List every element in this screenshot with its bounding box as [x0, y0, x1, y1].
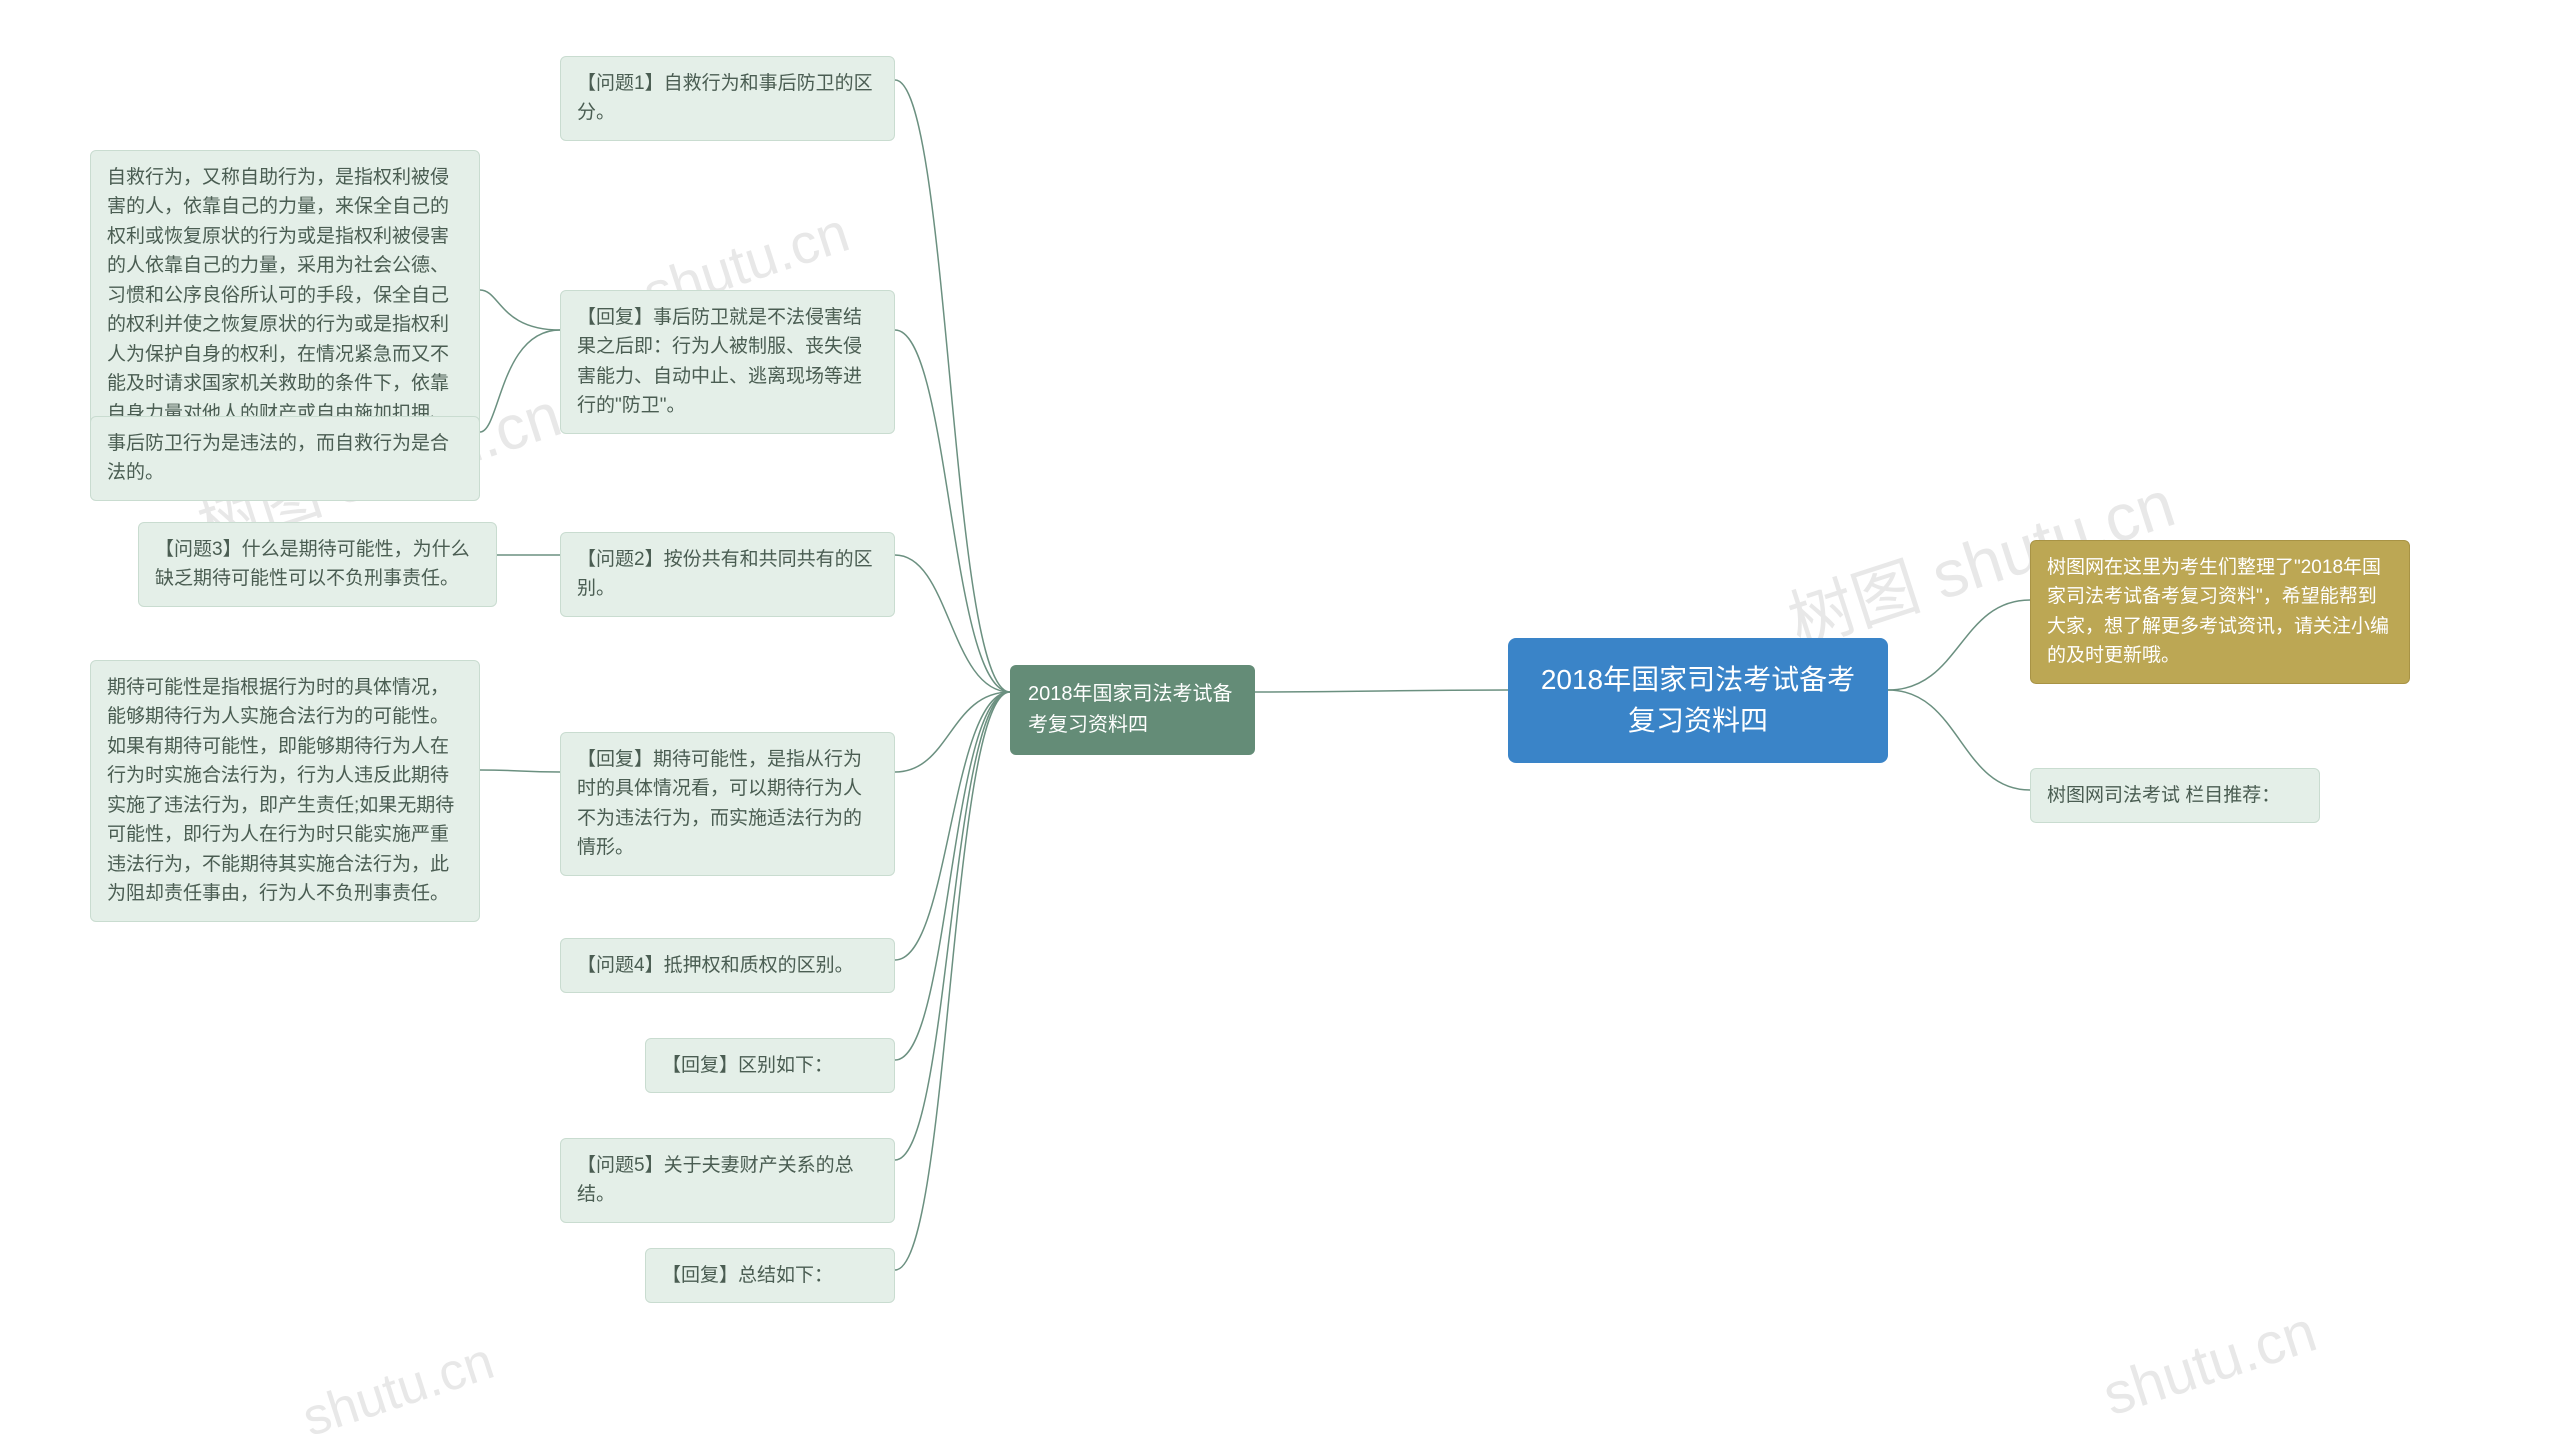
q1-text: 【问题1】自救行为和事后防卫的区分。 — [577, 73, 873, 123]
reply4-node: 【回复】区别如下： — [645, 1038, 895, 1093]
reply5-text: 【回复】总结如下： — [662, 1265, 833, 1286]
root-title: 2018年国家司法考试备考复习资料四 — [1541, 664, 1855, 736]
section-node: 2018年国家司法考试备考复习资料四 — [1010, 665, 1255, 755]
reply1-text: 【回复】事后防卫就是不法侵害结果之后即：行为人被制服、丧失侵害能力、自动中止、逃… — [577, 307, 862, 416]
reply3-text: 【回复】期待可能性，是指从行为时的具体情况看，可以期待行为人不为违法行为，而实施… — [577, 749, 862, 858]
q1-node: 【问题1】自救行为和事后防卫的区分。 — [560, 56, 895, 141]
right-note-1-text: 树图网在这里为考生们整理了"2018年国家司法考试备考复习资料"，希望能帮到大家… — [2047, 557, 2389, 666]
q4-node: 【问题4】抵押权和质权的区别。 — [560, 938, 895, 993]
right-note-1: 树图网在这里为考生们整理了"2018年国家司法考试备考复习资料"，希望能帮到大家… — [2030, 540, 2410, 684]
leaf1b-text: 事后防卫行为是违法的，而自救行为是合法的。 — [107, 433, 449, 483]
q2-text: 【问题2】按份共有和共同共有的区别。 — [577, 549, 873, 599]
leaf1b-node: 事后防卫行为是违法的，而自救行为是合法的。 — [90, 416, 480, 501]
q5-node: 【问题5】关于夫妻财产关系的总结。 — [560, 1138, 895, 1223]
reply4-text: 【回复】区别如下： — [662, 1055, 833, 1076]
reply5-node: 【回复】总结如下： — [645, 1248, 895, 1303]
q3-text: 【问题3】什么是期待可能性，为什么缺乏期待可能性可以不负刑事责任。 — [155, 539, 470, 589]
watermark: shutu.cn — [2095, 1298, 2324, 1429]
right-note-2: 树图网司法考试 栏目推荐： — [2030, 768, 2320, 823]
right-note-2-text: 树图网司法考试 栏目推荐： — [2047, 785, 2280, 806]
watermark: shutu.cn — [296, 1331, 501, 1449]
q2-node: 【问题2】按份共有和共同共有的区别。 — [560, 532, 895, 617]
leaf3-node: 期待可能性是指根据行为时的具体情况，能够期待行为人实施合法行为的可能性。如果有期… — [90, 660, 480, 922]
leaf3-text: 期待可能性是指根据行为时的具体情况，能够期待行为人实施合法行为的可能性。如果有期… — [107, 677, 454, 904]
section-title: 2018年国家司法考试备考复习资料四 — [1028, 683, 1233, 736]
root-node: 2018年国家司法考试备考复习资料四 — [1508, 638, 1888, 763]
q3-node: 【问题3】什么是期待可能性，为什么缺乏期待可能性可以不负刑事责任。 — [138, 522, 497, 607]
q4-text: 【问题4】抵押权和质权的区别。 — [577, 955, 854, 976]
reply1-node: 【回复】事后防卫就是不法侵害结果之后即：行为人被制服、丧失侵害能力、自动中止、逃… — [560, 290, 895, 434]
q5-text: 【问题5】关于夫妻财产关系的总结。 — [577, 1155, 854, 1205]
reply3-node: 【回复】期待可能性，是指从行为时的具体情况看，可以期待行为人不为违法行为，而实施… — [560, 732, 895, 876]
